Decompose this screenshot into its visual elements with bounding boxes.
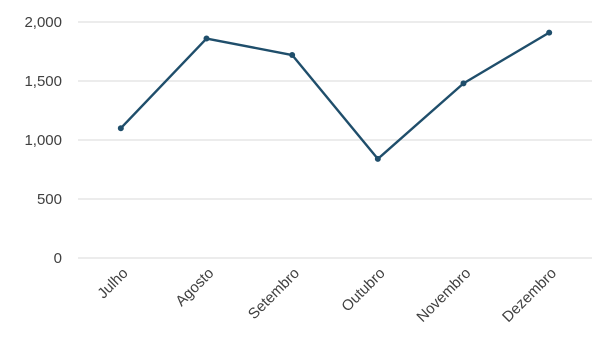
y-tick-label: 2,000: [24, 14, 62, 31]
data-point: [546, 29, 553, 36]
x-tick-label: Dezembro: [499, 265, 560, 326]
x-tick-label: Novembro: [413, 265, 474, 326]
y-tick-label: 500: [37, 191, 62, 208]
gridlines: [78, 21, 592, 259]
data-point: [374, 155, 381, 162]
data-point: [289, 52, 296, 59]
y-tick-label: 1,500: [24, 73, 62, 90]
data-point: [460, 80, 467, 87]
x-tick-label: Setembro: [245, 265, 303, 323]
x-tick-label: Julho: [94, 265, 131, 302]
series-line: [119, 31, 551, 161]
y-tick-label: 1,000: [24, 132, 62, 149]
data-point: [203, 35, 210, 42]
series-layer: [117, 29, 553, 162]
y-axis-tick-labels: 0 500 1,000 1,500 2,000: [24, 14, 62, 267]
x-axis-tick-labels: Julho Agosto Setembro Outubro Novembro Dezemb…: [94, 265, 560, 326]
data-point: [117, 125, 124, 132]
x-tick-label: Agosto: [172, 265, 217, 310]
y-tick-label: 0: [54, 250, 62, 267]
x-tick-label: Outubro: [338, 265, 388, 315]
